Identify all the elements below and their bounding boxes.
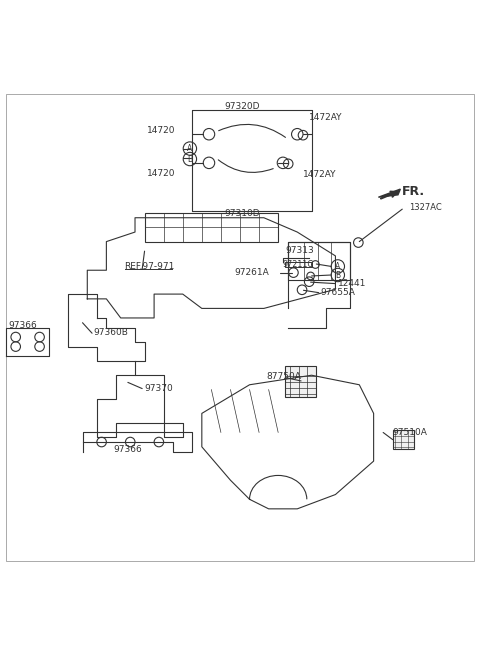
Text: 97510A: 97510A bbox=[393, 428, 428, 437]
Text: 87750A: 87750A bbox=[266, 371, 301, 381]
Text: 97211C: 97211C bbox=[283, 260, 314, 269]
Text: 12441: 12441 bbox=[338, 279, 366, 288]
Text: REF.97-971: REF.97-971 bbox=[124, 262, 175, 271]
Text: 97310D: 97310D bbox=[225, 210, 260, 218]
Text: 97261A: 97261A bbox=[234, 268, 269, 277]
Text: 97360B: 97360B bbox=[94, 328, 128, 337]
Text: B: B bbox=[187, 155, 192, 164]
Polygon shape bbox=[378, 189, 400, 197]
Text: 97655A: 97655A bbox=[320, 288, 355, 297]
Text: 97320D: 97320D bbox=[225, 102, 260, 111]
Text: A: A bbox=[187, 144, 192, 153]
Text: 14720: 14720 bbox=[147, 169, 176, 178]
Text: 1327AC: 1327AC bbox=[409, 203, 442, 212]
Text: A: A bbox=[335, 262, 340, 271]
Text: 1472AY: 1472AY bbox=[303, 170, 336, 179]
Bar bbox=[285, 261, 312, 267]
Text: 14720: 14720 bbox=[147, 126, 176, 136]
Bar bbox=[393, 430, 414, 449]
Bar bbox=[285, 365, 316, 397]
Text: B: B bbox=[335, 271, 340, 280]
Text: 97370: 97370 bbox=[144, 384, 173, 393]
Text: 1472AY: 1472AY bbox=[309, 113, 343, 122]
Text: FR.: FR. bbox=[402, 185, 425, 198]
Text: 97366: 97366 bbox=[9, 320, 37, 329]
Text: 97313: 97313 bbox=[285, 246, 314, 255]
Text: 97366: 97366 bbox=[113, 445, 142, 454]
